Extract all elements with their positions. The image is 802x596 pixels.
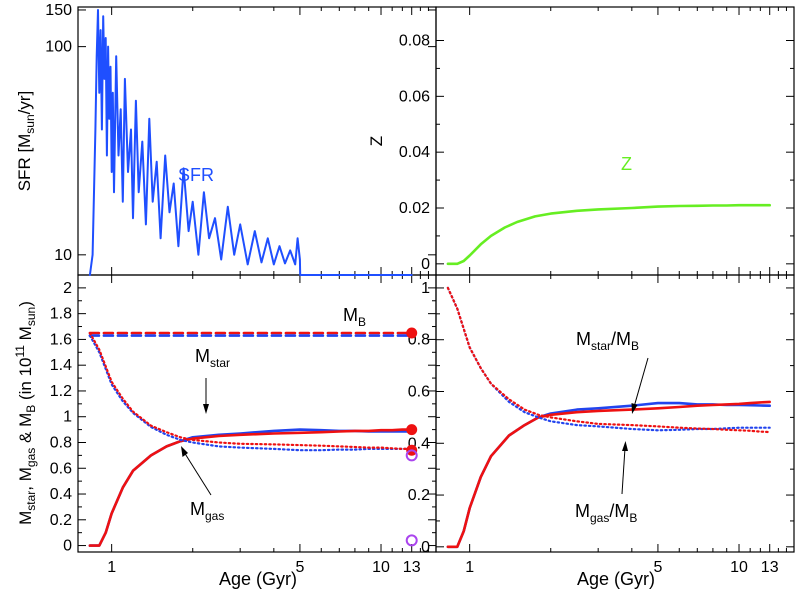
bottom-right-ytick-label: 1 (421, 280, 430, 297)
mass-ylabel-m1: M (16, 511, 35, 525)
mass-ylabel-c1: , M (16, 467, 35, 491)
ratio-gas-s: gas (590, 511, 609, 525)
mass-ylabel-p1: 11 (13, 345, 27, 358)
top-right-series-z (446, 203, 772, 266)
mass-ylabel-c2: & M (16, 413, 35, 448)
top-left-ytick-label: 10 (54, 247, 72, 264)
mass-ylabel-s4: sun (24, 307, 38, 326)
ratio-star-s2: B (631, 339, 639, 353)
bottom-left-xtick-label: 5 (295, 559, 304, 576)
mgas-arrowhead (181, 446, 188, 457)
bottom-right-ytick-label: 0 (421, 539, 430, 556)
mstar-arrowhead (203, 404, 209, 414)
ratio-star-s: star (591, 339, 611, 353)
bottom-right-series-m-gas-m-b-model (446, 286, 771, 434)
sfr-ylabel-sub: sun (23, 114, 37, 133)
z-axis-label: Z (367, 136, 386, 146)
sfr-annotation: SFR (178, 165, 214, 185)
mb-label-m: M (343, 305, 358, 325)
mstar-label: Mstar (195, 346, 230, 370)
bottom-right-xtick-label: 1 (465, 559, 474, 576)
mass-ylabel-t3: ) (16, 301, 35, 307)
bottom-right-xtick-label: 5 (653, 559, 662, 576)
ratio-gas-s2: B (629, 511, 637, 525)
mstar-label-s: star (210, 356, 230, 370)
top-left-ytick-label: 100 (45, 39, 72, 56)
bottom-left-point-m-star (406, 424, 418, 436)
mass-ylabel-s3: B (24, 405, 38, 413)
sfr-axis-label: SFR [Msun/yr] (15, 91, 37, 192)
top-right-ytick-label: 0.02 (399, 200, 430, 217)
bottom-right-series-m-gas-m-b-stellar (446, 286, 771, 432)
ratio-star-m: M (576, 329, 591, 349)
mgas-label-m: M (190, 499, 205, 519)
panel-frame-z (435, 6, 795, 276)
bottom-left-ytick-label: 1.8 (50, 306, 72, 323)
mass-ylabel-s1: star (24, 491, 38, 511)
bottom-left-ytick-label: 0.2 (50, 512, 72, 529)
bottom-left-series-m-gas-model (88, 331, 413, 450)
bottom-left-xtick-label: 13 (403, 559, 421, 576)
ratio-star-slash: /M (611, 329, 631, 349)
mb-label: MB (343, 305, 366, 329)
bottom-left-ytick-label: 0.8 (50, 434, 72, 451)
ratio-gas-label: Mgas/MB (575, 501, 637, 525)
mgas-label: Mgas (190, 499, 224, 523)
mb-label-s: B (358, 315, 366, 329)
top-left-series-sfr (88, 9, 413, 276)
ratio-gas-slash: /M (609, 501, 629, 521)
bottom-right-xtick-label: 10 (730, 559, 748, 576)
mass-axis-label: Mstar, Mgas & MB (in 1011 Msun) (13, 301, 38, 525)
panel-frame-ratio (435, 274, 795, 553)
x-axis-title-left: Age (Gyr) (219, 569, 297, 589)
bottom-right-ytick-label: 0.6 (408, 383, 430, 400)
mass-ylabel-t1: (in 10 (16, 358, 35, 405)
ratio-gas-m: M (575, 501, 590, 521)
sfr-ylabel-main: SFR [M (15, 134, 34, 192)
top-right-ytick-label: 0.04 (399, 144, 430, 161)
bottom-left-point-obs-low (405, 534, 418, 547)
x-axis-title-right: Age (Gyr) (577, 569, 655, 589)
ratio-star-label: Mstar/MB (576, 329, 639, 353)
bottom-left-ytick-label: 0.4 (50, 486, 72, 503)
bottom-left-ytick-label: 0.6 (50, 460, 72, 477)
top-right-ytick-label: 0.06 (399, 88, 430, 105)
ratio-star-arrowhead (631, 403, 638, 414)
top-right-ytick-label: 0.08 (399, 33, 430, 50)
panel-frame-mass (77, 274, 437, 553)
bottom-left-series-m-gas-stellar (88, 334, 413, 452)
bottom-left-ytick-label: 0 (63, 538, 72, 555)
bottom-right-ytick-label: 0.2 (408, 487, 430, 504)
mass-ylabel-s2: gas (24, 448, 38, 467)
top-right-ytick-label: 0 (421, 256, 430, 273)
data-layer (88, 9, 772, 549)
bottom-left-ytick-label: 1.6 (50, 331, 72, 348)
ratio-gas-arrow (621, 447, 626, 495)
mgas-label-s: gas (205, 509, 224, 523)
bottom-left-ytick-label: 1 (63, 409, 72, 426)
bottom-right-xtick-label: 13 (761, 559, 779, 576)
sfr-ylabel-tail: /yr] (15, 91, 34, 115)
mass-ylabel-t2: M (16, 326, 35, 345)
bottom-left-ytick-label: 1.4 (50, 357, 72, 374)
ratio-gas-arrowhead (622, 441, 628, 451)
bottom-left-series-m-star-model (88, 428, 414, 547)
bottom-left-point-m-gas-obs (405, 449, 418, 462)
bottom-left-point-m-b (406, 327, 418, 339)
ratio-star-arrow (633, 357, 649, 408)
bottom-left-xtick-label: 10 (372, 559, 390, 576)
top-left-ytick-label: 150 (45, 2, 72, 19)
bottom-left-xtick-label: 1 (107, 559, 116, 576)
mgas-arrow (183, 451, 212, 496)
z-annotation: Z (621, 154, 632, 174)
bottom-left-ytick-label: 1.2 (50, 383, 72, 400)
bottom-left-ytick-label: 2 (63, 280, 72, 297)
bottom-right-series-m-star-m-b-model (446, 400, 772, 549)
mstar-label-m: M (195, 346, 210, 366)
